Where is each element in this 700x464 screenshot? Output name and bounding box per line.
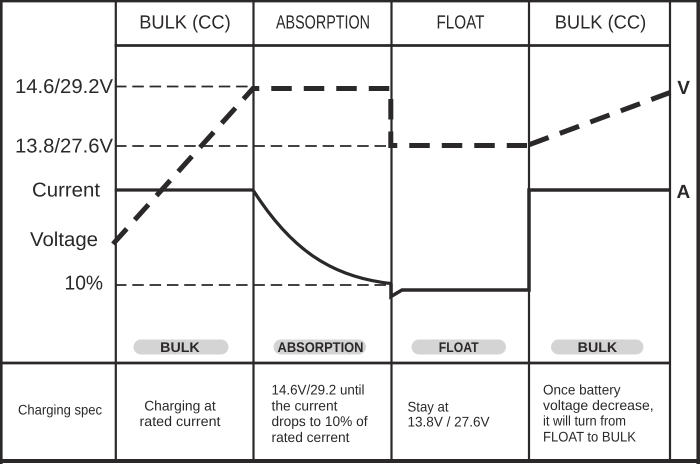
- svg-text:13.8V / 27.6V: 13.8V / 27.6V: [408, 414, 491, 430]
- svg-text:Charging at: Charging at: [144, 398, 216, 414]
- svg-text:14.6V/29.2 until: 14.6V/29.2 until: [272, 382, 365, 398]
- svg-text:ABSORPTION: ABSORPTION: [276, 13, 370, 34]
- svg-text:BULK: BULK: [578, 339, 618, 355]
- svg-text:ABSORPTION: ABSORPTION: [278, 339, 364, 355]
- svg-text:Once battery: Once battery: [543, 381, 621, 397]
- svg-text:BULK (CC): BULK (CC): [139, 13, 231, 34]
- svg-text:it will turn from: it will turn from: [543, 413, 626, 429]
- svg-text:rated current: rated current: [140, 413, 221, 429]
- svg-text:FLOAT: FLOAT: [439, 339, 479, 355]
- svg-text:Current: Current: [32, 180, 100, 202]
- svg-text:voltage decrease,: voltage decrease,: [543, 397, 654, 413]
- svg-text:FLOAT: FLOAT: [437, 13, 485, 34]
- svg-text:14.6/29.2V: 14.6/29.2V: [15, 76, 114, 98]
- svg-text:A: A: [677, 182, 691, 203]
- svg-text:Charging spec: Charging spec: [18, 402, 102, 418]
- svg-text:the current: the current: [272, 397, 338, 413]
- svg-text:rated cerrent: rated cerrent: [272, 429, 350, 445]
- svg-text:BULK: BULK: [160, 339, 200, 355]
- svg-text:V: V: [677, 78, 690, 99]
- svg-text:10%: 10%: [65, 273, 104, 295]
- svg-text:Voltage: Voltage: [30, 229, 98, 251]
- svg-text:BULK (CC): BULK (CC): [555, 13, 647, 34]
- svg-text:13.8/27.6V: 13.8/27.6V: [15, 136, 114, 158]
- svg-text:FLOAT to BULK: FLOAT to BULK: [543, 428, 637, 444]
- svg-text:drops to 10% of: drops to 10% of: [272, 413, 368, 429]
- svg-text:Stay at: Stay at: [408, 399, 449, 415]
